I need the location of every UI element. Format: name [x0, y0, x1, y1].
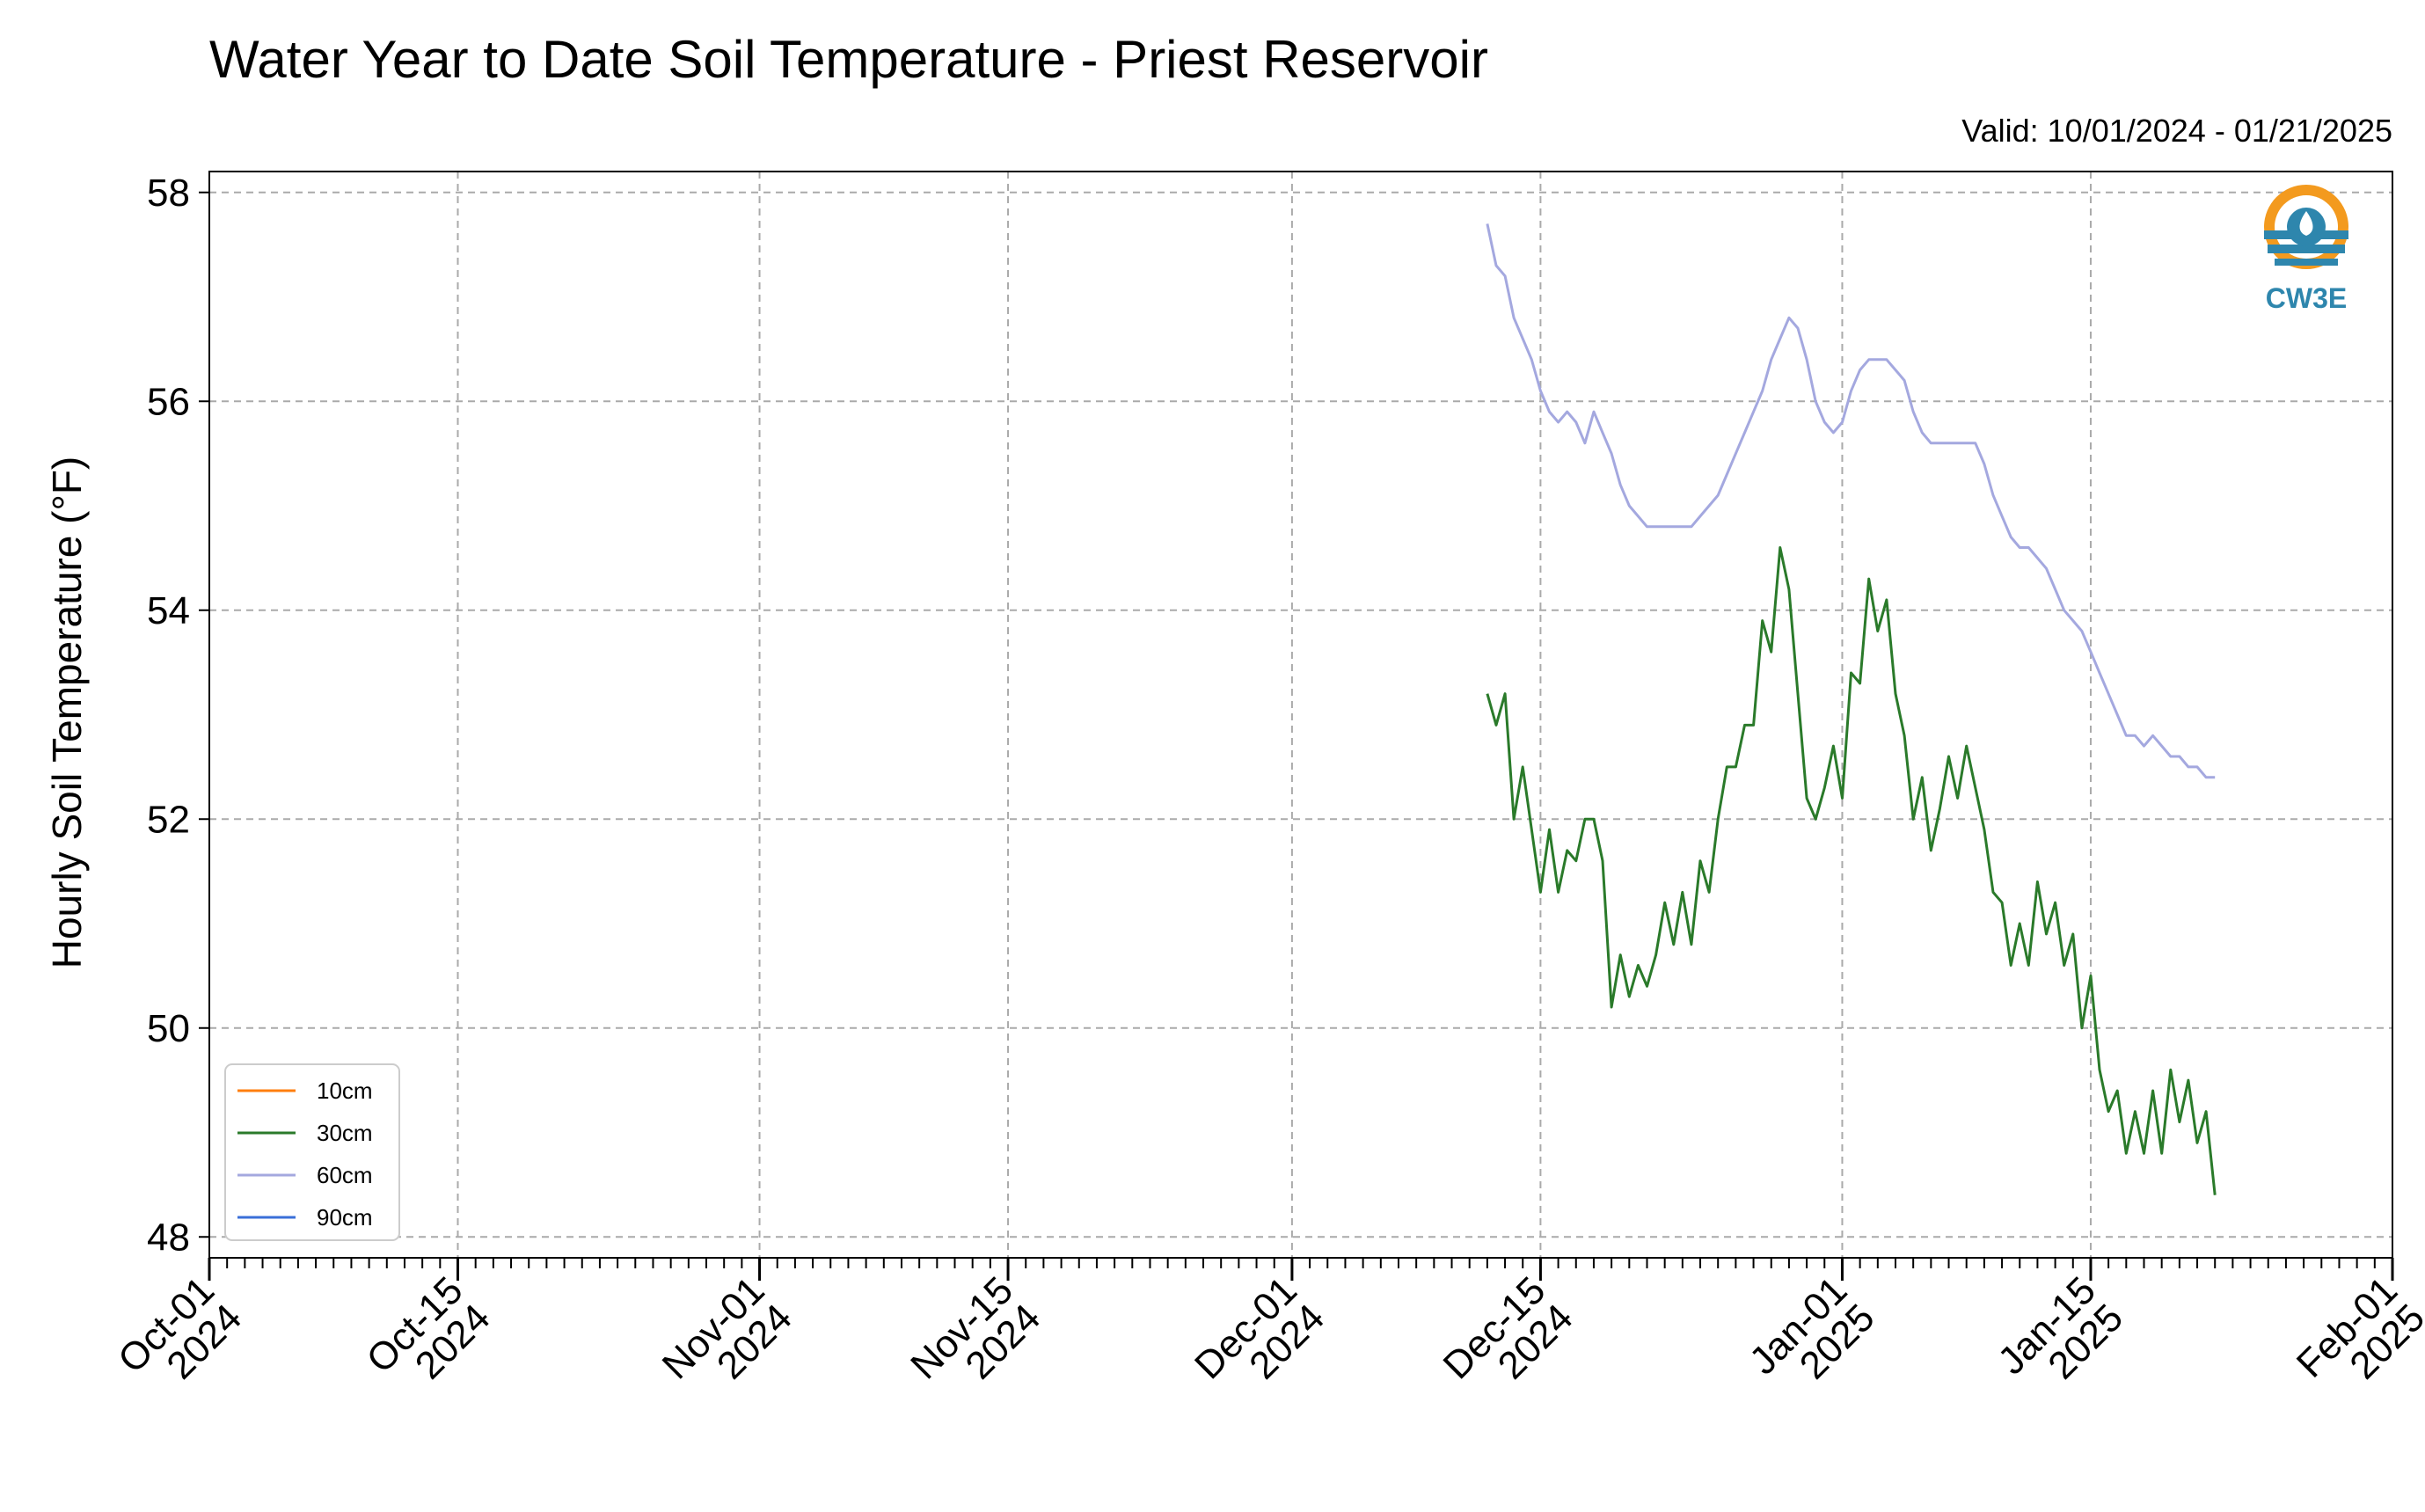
- logo-text: CW3E: [2266, 282, 2347, 314]
- y-axis-tick-labels: 48 50 52 54 56 58: [147, 172, 190, 1260]
- y-tick-label: 54: [147, 589, 190, 632]
- cw3e-logo: CW3E: [2264, 185, 2348, 314]
- y-tick-label: 58: [147, 172, 190, 215]
- legend-label: 10cm: [317, 1077, 373, 1104]
- y-tick-label: 48: [147, 1216, 190, 1259]
- legend-label: 60cm: [317, 1162, 373, 1188]
- plot-series: [1486, 223, 2217, 1195]
- y-tick-label: 50: [147, 1007, 190, 1050]
- series-line-30cm: [1486, 546, 2217, 1195]
- y-axis-title: Hourly Soil Temperature (°F): [44, 457, 90, 969]
- axis-ticks: [199, 191, 2394, 1281]
- y-tick-label: 52: [147, 798, 190, 841]
- y-tick-label: 56: [147, 380, 190, 423]
- grid-lines: [209, 172, 2392, 1258]
- legend-box: [224, 1063, 400, 1241]
- legend-label: 30cm: [317, 1120, 373, 1146]
- water-drop-logo-icon: [2264, 185, 2348, 269]
- valid-range-label: Valid: 10/01/2024 - 01/21/2025: [1961, 113, 2392, 149]
- series-line-60cm: [1486, 223, 2216, 779]
- legend-label: 90cm: [317, 1204, 373, 1231]
- legend: 10cm 30cm 60cm 90cm: [224, 1063, 400, 1241]
- chart-title: Water Year to Date Soil Temperature - Pr…: [209, 30, 1488, 89]
- plot-frame: [208, 171, 2393, 1259]
